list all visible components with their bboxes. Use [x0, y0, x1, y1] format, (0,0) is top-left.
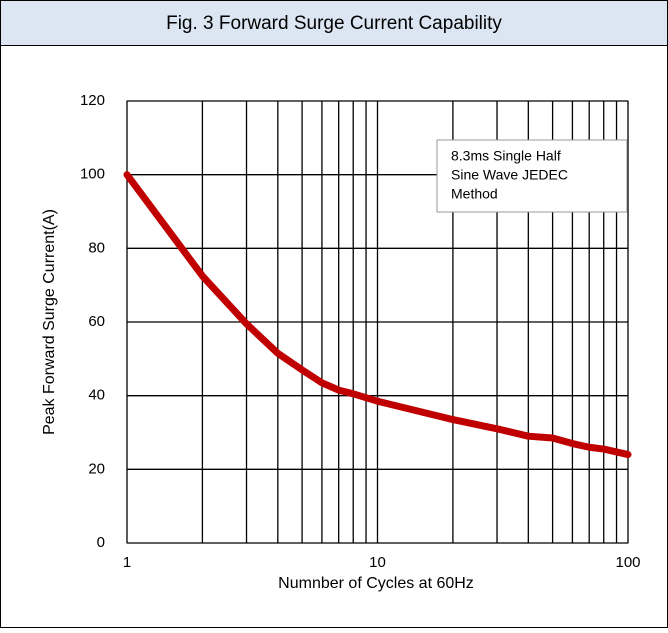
annotation-text: Sine Wave JEDEC [451, 167, 568, 183]
x-tick-label: 100 [615, 554, 640, 571]
annotation-text: 8.3ms Single Half [451, 148, 561, 164]
x-tick-label: 1 [123, 554, 131, 571]
y-tick-label: 100 [80, 166, 105, 183]
y-tick-label: 40 [88, 387, 105, 404]
y-tick-label: 120 [80, 92, 105, 109]
y-axis-label: Peak Forward Surge Current(A) [41, 209, 58, 435]
y-tick-label: 80 [88, 239, 105, 256]
chart-title: Fig. 3 Forward Surge Current Capability [166, 13, 502, 34]
x-tick-label: 10 [369, 554, 386, 571]
title-bar [0, 0, 668, 46]
y-tick-label: 60 [88, 313, 105, 330]
series-line [123, 171, 632, 459]
annotation-text: Method [451, 186, 498, 202]
y-tick-label: 0 [97, 534, 105, 551]
annotation-box [436, 139, 628, 213]
y-tick-label: 20 [88, 460, 105, 477]
x-axis-label: Numnber of Cycles at 60Hz [278, 575, 474, 592]
